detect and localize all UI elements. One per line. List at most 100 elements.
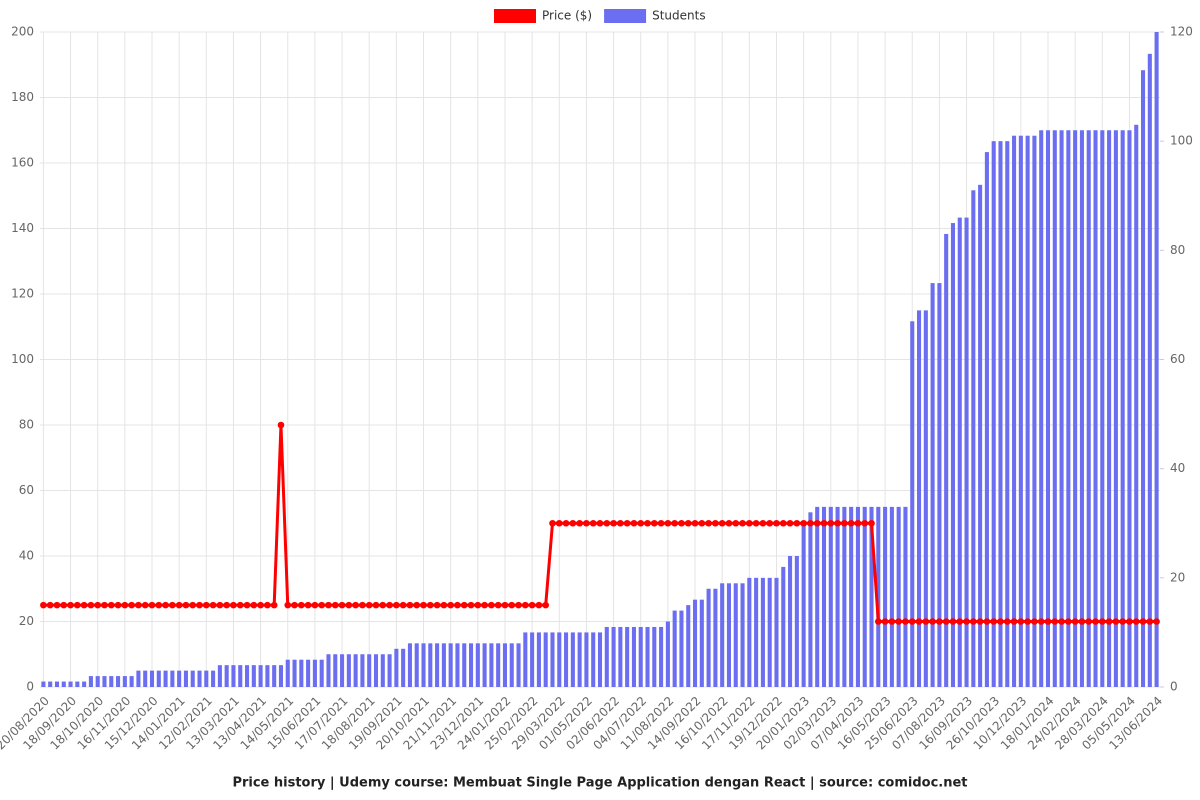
point — [311, 601, 319, 609]
point — [1092, 618, 1099, 625]
bar — [781, 566, 786, 687]
bar — [801, 523, 806, 687]
point — [80, 601, 88, 609]
bar — [991, 141, 996, 687]
point — [53, 601, 61, 609]
point — [908, 618, 916, 625]
point — [970, 618, 977, 625]
bar — [251, 665, 256, 687]
bar — [1059, 130, 1064, 687]
point — [712, 519, 719, 527]
bar — [591, 632, 596, 687]
point — [915, 618, 923, 625]
point — [705, 519, 712, 527]
bar — [156, 670, 161, 687]
bar — [333, 654, 338, 687]
point — [583, 519, 590, 527]
bar — [930, 283, 935, 687]
point — [250, 601, 258, 609]
point — [1031, 618, 1038, 625]
bar — [387, 654, 392, 687]
y-tick-label: 100 — [11, 352, 34, 366]
point — [746, 519, 753, 527]
bar — [68, 681, 73, 687]
point — [1017, 618, 1025, 625]
bar — [272, 665, 277, 687]
bar — [149, 670, 155, 687]
bar — [903, 506, 908, 687]
bar — [95, 676, 100, 687]
point — [528, 601, 536, 609]
point — [691, 519, 699, 527]
bar — [950, 223, 956, 687]
bar — [543, 632, 548, 687]
bar — [889, 506, 894, 687]
point — [698, 519, 706, 527]
bar — [916, 310, 922, 687]
point — [535, 601, 543, 609]
point — [562, 519, 570, 527]
point — [603, 519, 611, 527]
bar — [435, 643, 440, 687]
point — [460, 601, 468, 609]
point — [379, 601, 387, 609]
point — [1099, 618, 1106, 625]
bar — [984, 152, 989, 688]
point — [800, 519, 807, 527]
point — [888, 618, 896, 625]
bar — [299, 659, 304, 687]
point — [128, 601, 135, 609]
point — [718, 519, 726, 527]
point — [298, 601, 305, 609]
point — [508, 601, 516, 609]
point — [671, 519, 678, 527]
bar — [1012, 135, 1017, 688]
point — [922, 618, 930, 625]
bar — [163, 670, 168, 687]
point — [270, 601, 278, 609]
point — [1119, 618, 1126, 625]
point — [1051, 618, 1059, 625]
bar — [428, 643, 433, 687]
bar — [733, 583, 738, 687]
bar — [61, 681, 66, 687]
point — [230, 601, 237, 609]
point — [67, 601, 74, 609]
point — [569, 519, 577, 527]
point — [942, 618, 950, 625]
point — [162, 601, 169, 609]
point — [427, 601, 434, 609]
point — [1085, 618, 1093, 625]
point — [895, 618, 902, 625]
bar — [713, 588, 718, 687]
point — [216, 601, 224, 609]
point — [820, 519, 828, 527]
bar — [652, 626, 657, 687]
point — [359, 601, 366, 609]
point — [155, 601, 163, 609]
point — [678, 519, 685, 527]
point — [87, 601, 95, 609]
bar — [570, 632, 575, 687]
point — [501, 601, 509, 609]
bar — [482, 643, 487, 687]
bar — [489, 643, 494, 687]
point — [447, 601, 454, 609]
y-tick-label: 0 — [26, 680, 34, 694]
point — [203, 601, 210, 609]
y-tick-label: 180 — [11, 90, 34, 104]
point — [868, 519, 875, 527]
bar — [1134, 124, 1139, 687]
bar — [1107, 130, 1112, 687]
point — [1153, 618, 1160, 625]
point — [1132, 618, 1140, 625]
bar — [502, 643, 508, 687]
point — [467, 601, 475, 609]
bar — [1100, 130, 1105, 687]
bar — [699, 599, 704, 687]
point — [555, 519, 563, 527]
bar — [1018, 135, 1023, 688]
bar — [659, 626, 664, 687]
point — [325, 601, 332, 609]
bar — [672, 610, 677, 687]
